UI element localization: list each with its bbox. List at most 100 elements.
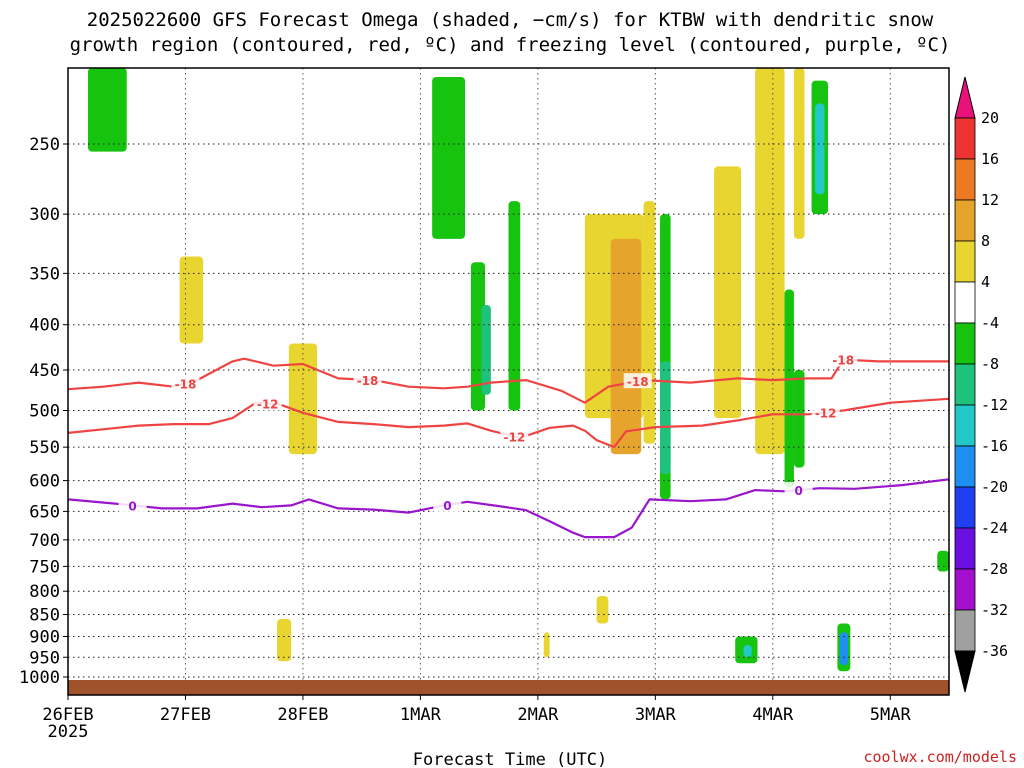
y-tick-label: 250 — [29, 135, 60, 155]
contour-label-bg — [500, 428, 529, 444]
omega-patch — [543, 632, 550, 658]
omega-patch — [610, 238, 642, 455]
omega-patch — [508, 201, 521, 411]
colorbar-label: 16 — [981, 150, 999, 168]
colorbar-label: -4 — [981, 314, 999, 332]
contour-lines: -18 -18 -18 -18 -12 -12 -12 0 0 0 — [67, 351, 950, 539]
colorbar-label: -24 — [981, 519, 1008, 537]
colorbar-label: -28 — [981, 560, 1008, 578]
contour-label: -18 — [627, 375, 649, 389]
colorbar-segment — [954, 568, 976, 611]
contour-label: -12 — [815, 406, 837, 420]
y-tick-label: 450 — [29, 361, 60, 381]
contour-label-bg — [784, 482, 813, 498]
y-tick-label: 850 — [29, 606, 60, 626]
colorbar-label: 20 — [981, 109, 999, 127]
x-axis-title: Forecast Time (UTC) — [413, 750, 607, 768]
colorbar-label: -20 — [981, 478, 1008, 496]
contour-label-bg — [829, 351, 858, 367]
omega-patch — [660, 361, 671, 475]
colorbar-segment — [954, 158, 976, 201]
ground-surface — [68, 680, 949, 695]
colorbar-segment — [954, 199, 976, 242]
omega-patch — [743, 644, 752, 658]
contour-label: -18 — [357, 374, 379, 388]
omega-patch — [596, 595, 609, 624]
x-axis-year-label: 2025 — [48, 722, 89, 742]
omega-patch — [815, 103, 825, 195]
contour-label-bg — [433, 496, 462, 512]
x-tick-label: 5MAR — [870, 705, 912, 725]
colorbar-label: 4 — [981, 273, 990, 291]
omega-patch — [755, 68, 785, 455]
colorbar-segment — [954, 445, 976, 488]
y-tick-label: 750 — [29, 557, 60, 577]
colorbar-label: -32 — [981, 601, 1008, 619]
plot-frame — [67, 67, 950, 696]
contour-label-bg — [118, 497, 147, 513]
y-tick-label: 400 — [29, 316, 60, 336]
contour-line — [67, 478, 950, 539]
contour-label: 0 — [128, 499, 136, 513]
colorbar-arrow-bottom — [954, 650, 976, 693]
contour-label-bg — [623, 373, 652, 389]
y-tick-label: 550 — [29, 438, 60, 458]
colorbar: 20 16 12 8 4 -4 -8 -12 -16 -20 -24 -28 -32 -36 — [954, 76, 1008, 693]
x-tick-label: 2MAR — [517, 705, 559, 725]
omega-patch — [714, 166, 742, 419]
y-tick-label: 500 — [29, 402, 60, 422]
omega-patch — [643, 201, 656, 444]
y-tick-label: 900 — [29, 627, 60, 647]
omega-patch — [432, 76, 466, 239]
y-tick-label: 350 — [29, 264, 60, 284]
contour-label: 0 — [794, 484, 802, 498]
x-tick-label: 26FEB — [42, 705, 93, 725]
omega-patch — [277, 619, 292, 662]
contour-label: -18 — [832, 354, 854, 368]
colorbar-label: -36 — [981, 642, 1008, 660]
colorbar-segment — [954, 527, 976, 570]
y-tick-label: 650 — [29, 502, 60, 522]
colorbar-label: -16 — [981, 437, 1008, 455]
colorbar-label: -8 — [981, 355, 999, 373]
grid-lines — [67, 68, 949, 695]
x-tick-label: 27FEB — [160, 705, 211, 725]
x-tick-label: 1MAR — [400, 705, 442, 725]
x-tick-label: 4MAR — [752, 705, 794, 725]
y-tick-label: 300 — [29, 205, 60, 225]
chart-title-line2: growth region (contoured, red, ºC) and f… — [70, 34, 951, 56]
colorbar-label: 12 — [981, 191, 999, 209]
x-tick-label: 28FEB — [277, 705, 328, 725]
colorbar-segment — [954, 363, 976, 406]
contour-line — [67, 357, 949, 404]
colorbar-segment — [954, 486, 976, 529]
omega-patch — [937, 550, 949, 572]
omega-patch — [87, 68, 127, 152]
colorbar-segment — [954, 404, 976, 447]
omega-patch — [839, 632, 848, 666]
x-tick-label: 3MAR — [635, 705, 677, 725]
omega-patch — [793, 369, 805, 468]
y-tick-label: 950 — [29, 648, 60, 668]
credit-link[interactable]: coolwx.com/models — [863, 748, 1017, 766]
y-axis: 2503003504004505005506006507007508008509… — [19, 135, 68, 688]
x-axis: 26FEB 27FEB 28FEB 1MAR 2MAR 3MAR 4MAR 5MAR — [42, 695, 911, 725]
contour-label: -12 — [504, 431, 526, 445]
contour-label: 0 — [443, 499, 451, 513]
omega-patch — [793, 68, 805, 239]
chart-title-line1: 2025022600 GFS Forecast Omega (shaded, −… — [87, 9, 934, 31]
contour-label-bg — [253, 395, 282, 411]
colorbar-segment — [954, 117, 976, 160]
colorbar-label: -12 — [981, 396, 1008, 414]
y-tick-label: 800 — [29, 582, 60, 602]
colorbar-segment — [954, 240, 976, 283]
y-tick-label: 600 — [29, 472, 60, 492]
colorbar-segment — [954, 322, 976, 365]
y-tick-label: 700 — [29, 531, 60, 551]
contour-label-bg — [811, 404, 840, 420]
omega-patch — [481, 304, 491, 395]
omega-patch — [179, 256, 204, 344]
colorbar-segment — [954, 281, 976, 324]
contour-label: -12 — [257, 398, 279, 412]
